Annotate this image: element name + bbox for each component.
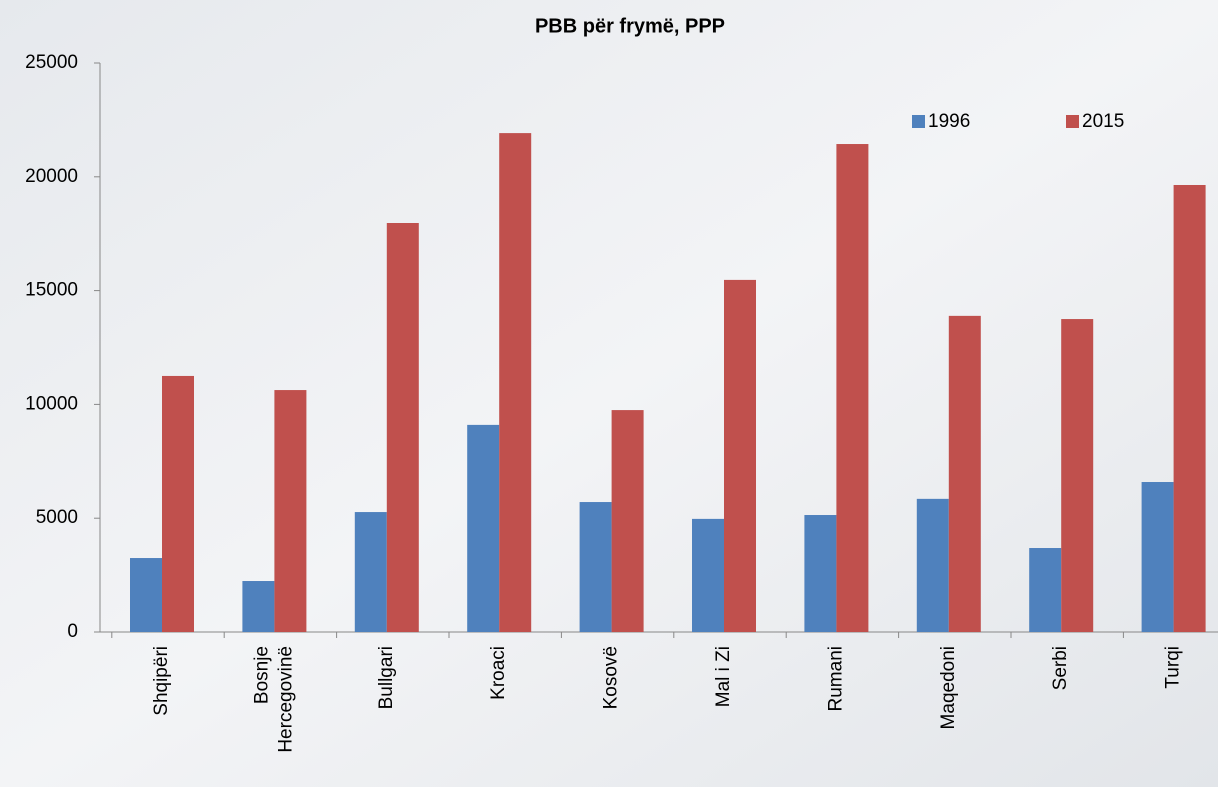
x-tick-label: Maqedoni — [938, 646, 959, 729]
x-tick-label: Kroaci — [488, 646, 509, 700]
bar — [274, 390, 307, 632]
bar — [1141, 482, 1174, 632]
bar — [242, 581, 275, 632]
bar — [1173, 184, 1206, 633]
bar — [724, 279, 756, 632]
y-tick-label: 0 — [67, 621, 78, 642]
x-tick-label: Bullgari — [376, 646, 397, 709]
bar — [804, 515, 837, 632]
legend-label: 1996 — [928, 111, 970, 132]
bar — [692, 518, 724, 632]
bar — [467, 424, 500, 632]
legend-swatch — [1066, 115, 1079, 128]
bar — [611, 410, 644, 632]
bar — [130, 558, 162, 632]
bar — [499, 133, 532, 632]
bar — [1029, 548, 1062, 632]
chart-title: PBB për frymë, PPP — [535, 15, 725, 37]
bar — [948, 315, 981, 632]
bar — [162, 375, 194, 632]
x-tick-label: Turqi — [1163, 646, 1184, 689]
y-tick-label: 10000 — [25, 393, 78, 414]
x-tick-label: Bosnje Hercegovinë — [251, 646, 296, 753]
y-tick-label: 25000 — [25, 52, 78, 73]
y-tick-label: 20000 — [25, 166, 78, 187]
legend-label: 2015 — [1082, 111, 1124, 132]
legend-swatch — [912, 115, 925, 128]
x-tick-label: Mal i Zi — [713, 646, 734, 707]
bar — [836, 144, 869, 632]
x-tick-label: Rumani — [825, 646, 846, 711]
x-tick-label: Serbi — [1050, 646, 1071, 690]
x-tick-label: Kosovë — [601, 646, 622, 709]
y-tick-label: 5000 — [36, 507, 78, 528]
bar — [1061, 319, 1094, 632]
bar — [386, 223, 419, 632]
bar — [916, 498, 949, 632]
x-tick-label: Shqipëri — [151, 646, 172, 716]
bar — [579, 502, 612, 632]
y-tick-label: 15000 — [25, 280, 78, 301]
bar — [354, 512, 387, 632]
